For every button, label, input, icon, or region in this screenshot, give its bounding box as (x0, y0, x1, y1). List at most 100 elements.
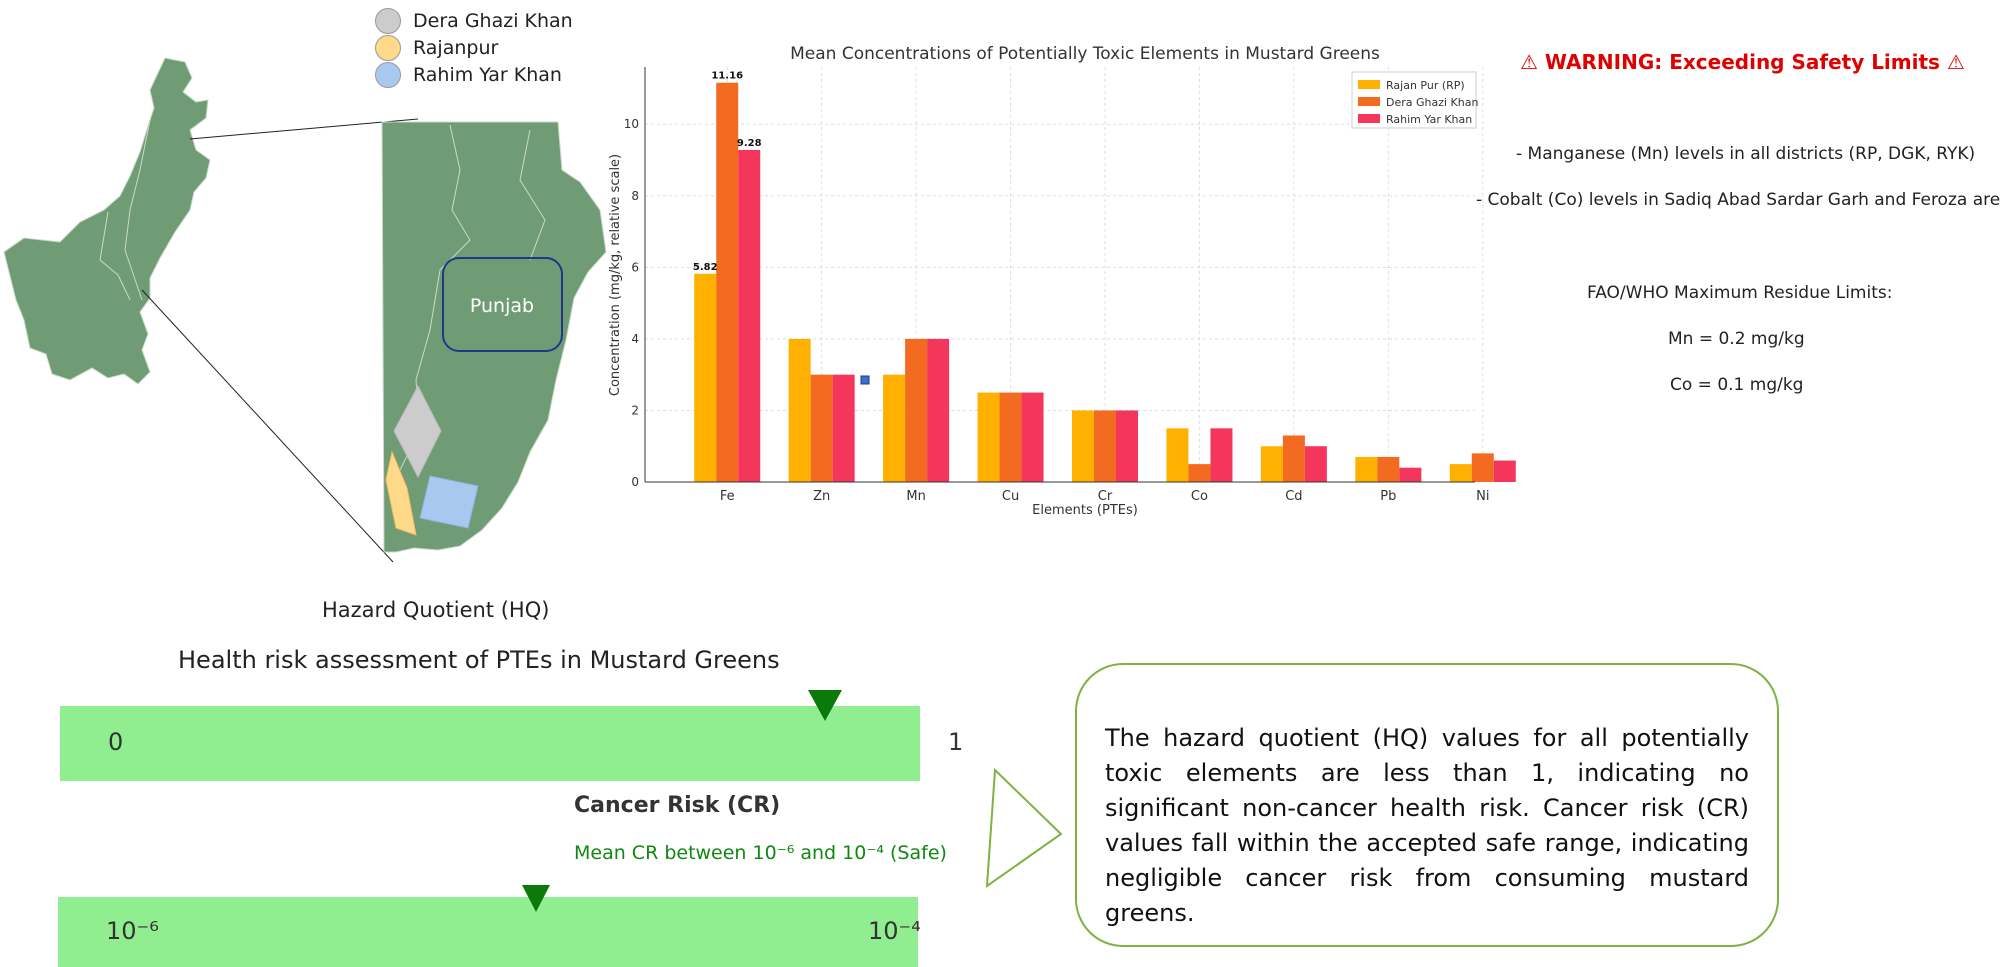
risk-assessment-title: Health risk assessment of PTEs in Mustar… (178, 646, 780, 674)
hq-max-label: 1 (948, 728, 964, 756)
punjab-region-box (442, 257, 563, 352)
limits-title: FAO/WHO Maximum Residue Limits: (1587, 283, 1893, 303)
dgk-marker (393, 384, 442, 479)
chart-axes: 0 2 4 6 8 10 Fe Zn Mn Cu Cr Co Cd Pb Ni (624, 67, 1489, 504)
cr-max-label: 10⁻⁴ (868, 917, 921, 945)
y-tick-label: 2 (631, 403, 639, 417)
bar-fe-s3 (738, 150, 761, 482)
bar-ni-s1 (1449, 464, 1472, 482)
chart-bars: 5.82 11.16 9.28 (693, 71, 1516, 482)
punjab-label: Punjab (470, 295, 534, 317)
bar-cr-s3 (1116, 410, 1138, 482)
legend-swatch-rajanpur (375, 35, 401, 61)
bar-cd-s1 (1260, 446, 1283, 482)
legend-item-ryk: Rahim Yar Khan (375, 62, 562, 88)
chart-title: Mean Concentrations of Potentially Toxic… (790, 44, 1380, 64)
bar-cd-s3 (1304, 446, 1327, 482)
bar-cu-s1 (977, 392, 1000, 482)
pakistan-map: Punjab (3, 57, 607, 563)
bar-co-s1 (1166, 428, 1189, 482)
x-tick-label: Fe (720, 489, 735, 504)
mn-highlight-marker (860, 375, 870, 385)
bar-pb-s1 (1355, 456, 1378, 482)
rajanpur-marker (385, 450, 417, 536)
cr-title: Cancer Risk (CR) (574, 793, 781, 818)
chart-grid (645, 67, 1484, 483)
x-tick-label: Cr (1098, 489, 1113, 504)
warning-line-manganese: - Manganese (Mn) levels in all districts… (1516, 144, 1976, 164)
bar-zn-s1 (788, 338, 811, 482)
bar-cr-s1 (1072, 410, 1094, 482)
ryk-marker (419, 475, 479, 529)
legend-swatch-dgk (375, 8, 401, 34)
bar-mn-s2 (905, 338, 928, 482)
legend-label: Dera Ghazi Khan (1386, 96, 1478, 109)
summary-box: The hazard quotient (HQ) values for all … (1075, 663, 1779, 947)
bar-zn-s2 (810, 374, 833, 482)
data-label: 5.82 (693, 262, 718, 273)
bar-mn-s3 (927, 338, 950, 482)
y-tick-label: 8 (631, 189, 639, 203)
cr-min-label: 10⁻⁶ (106, 917, 159, 945)
x-tick-label: Pb (1380, 489, 1396, 504)
co-limit: Co = 0.1 mg/kg (1670, 375, 1804, 395)
zoom-connector-top (189, 118, 419, 140)
cr-note: Mean CR between 10⁻⁶ and 10⁻⁴ (Safe) (574, 842, 947, 864)
province-border-2 (99, 211, 131, 301)
legend-label-ryk: Rahim Yar Khan (413, 64, 562, 86)
legend-swatch (1358, 114, 1380, 123)
x-tick-label: Cd (1285, 489, 1302, 504)
zoom-connector-bottom (141, 289, 394, 563)
legend-item-dgk: Dera Ghazi Khan (375, 8, 573, 34)
cr-marker-icon (522, 885, 550, 912)
legend-swatch-ryk (375, 62, 401, 88)
data-label: 11.16 (711, 71, 743, 82)
punjab-internal-border-2 (519, 129, 546, 261)
mn-limit: Mn = 0.2 mg/kg (1668, 329, 1805, 349)
y-tick-label: 0 (631, 475, 639, 489)
legend-label: Rahim Yar Khan (1386, 113, 1472, 126)
bar-pb-s3 (1399, 467, 1422, 482)
bar-cr-s2 (1094, 410, 1116, 482)
punjab-zoom-shape (381, 121, 607, 553)
bar-co-s2 (1188, 464, 1211, 482)
hq-min-label: 0 (108, 728, 124, 756)
bar-zn-s3 (832, 374, 855, 482)
bar-mn-s1 (883, 374, 906, 482)
legend-label: Rajan Pur (RP) (1386, 79, 1465, 92)
x-tick-label: Cu (1002, 489, 1019, 504)
chart-legend: Rajan Pur (RP) Dera Ghazi Khan Rahim Yar K… (1351, 71, 1478, 129)
pte-bar-chart: Mean Concentrations of Potentially Toxic… (608, 44, 1516, 518)
bar-ni-s2 (1471, 453, 1494, 482)
hq-title: Hazard Quotient (HQ) (322, 598, 550, 622)
hq-scale-bar (60, 706, 920, 781)
cr-scale-bar (58, 897, 918, 967)
bar-cu-s2 (999, 392, 1022, 482)
legend-label-dgk: Dera Ghazi Khan (413, 10, 573, 32)
chart-y-axis-label: Concentration (mg/kg, relative scale) (608, 154, 623, 396)
legend-swatch (1358, 80, 1380, 89)
bar-pb-s2 (1377, 456, 1400, 482)
legend-item-rajanpur: Rajanpur (375, 35, 498, 61)
legend-swatch (1358, 97, 1380, 106)
bar-ni-s3 (1493, 460, 1516, 482)
y-tick-label: 4 (631, 332, 639, 346)
bar-cu-s3 (1021, 392, 1044, 482)
data-label: 9.28 (737, 138, 762, 149)
y-tick-label: 10 (624, 117, 639, 131)
bar-cd-s2 (1282, 435, 1305, 482)
x-tick-label: Zn (813, 489, 830, 504)
bar-fe-s2 (716, 82, 739, 482)
summary-text: The hazard quotient (HQ) values for all … (1105, 724, 1749, 927)
callout-arrow-icon (985, 767, 1063, 889)
x-tick-label: Mn (906, 489, 925, 504)
x-tick-label: Ni (1476, 489, 1489, 504)
chart-x-axis-label: Elements (PTEs) (1032, 503, 1138, 518)
bar-co-s3 (1210, 428, 1233, 482)
x-tick-label: Co (1191, 489, 1208, 504)
hq-marker-icon (808, 690, 842, 721)
y-tick-label: 6 (631, 260, 639, 274)
province-border (124, 119, 151, 301)
legend-label-rajanpur: Rajanpur (413, 37, 499, 59)
bar-fe-s1 (694, 273, 717, 482)
